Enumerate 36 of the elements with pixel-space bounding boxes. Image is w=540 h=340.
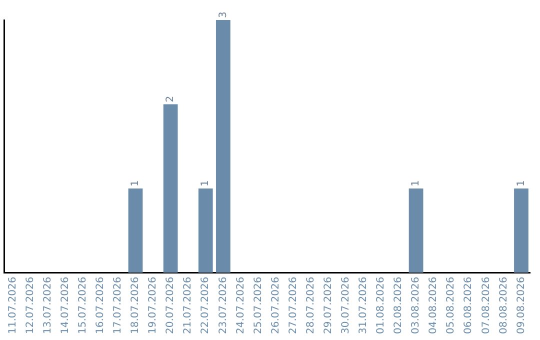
x-tick-label: 29.07.2026	[322, 276, 334, 334]
x-tick-label: 16.07.2026	[95, 276, 106, 334]
x-tick-label: 26.07.2026	[270, 276, 282, 334]
data-label: 1	[200, 180, 212, 186]
x-tick-label: 25.07.2026	[252, 276, 264, 334]
x-tick-label: 12.07.2026	[24, 276, 36, 334]
x-tick-label: 27.07.2026	[288, 276, 299, 334]
x-tick-label: 13.07.2026	[42, 276, 54, 334]
x-tick-label: 07.08.2026	[480, 276, 492, 334]
x-tick-label: 08.08.2026	[498, 276, 510, 334]
x-tick-label: 01.08.2026	[376, 276, 387, 334]
x-tick-label: 17.07.2026	[112, 276, 124, 334]
x-tick-label: 11.07.2026	[7, 276, 18, 334]
data-label: 1	[516, 180, 527, 186]
data-label: 2	[165, 96, 176, 102]
x-tick-label: 19.07.2026	[148, 276, 159, 334]
x-tick-label: 28.07.2026	[305, 276, 316, 334]
data-label: 1	[130, 180, 142, 186]
x-tick-label: 30.07.2026	[340, 276, 352, 334]
x-tick-label: 05.08.2026	[446, 276, 457, 334]
x-tick-label: 02.08.2026	[393, 276, 404, 334]
x-tick-label: 03.08.2026	[410, 276, 422, 334]
x-tick-label: 24.07.2026	[235, 276, 246, 334]
data-label: 1	[410, 180, 422, 186]
x-tick-label: 14.07.2026	[60, 276, 71, 334]
x-tick-label: 23.07.2026	[218, 276, 229, 334]
x-tick-label: 04.08.2026	[428, 276, 440, 334]
x-tick-label: 22.07.2026	[200, 276, 212, 334]
x-tick-label: 15.07.2026	[77, 276, 88, 334]
x-tick-label: 31.07.2026	[358, 276, 370, 334]
x-tick-label: 18.07.2026	[130, 276, 142, 334]
x-tick-label: 21.07.2026	[182, 276, 194, 334]
x-tick-label: 06.08.2026	[463, 276, 474, 334]
x-tick-label: 09.08.2026	[516, 276, 527, 334]
x-tick-label: 20.07.2026	[165, 276, 176, 334]
data-label: 3	[218, 12, 229, 18]
